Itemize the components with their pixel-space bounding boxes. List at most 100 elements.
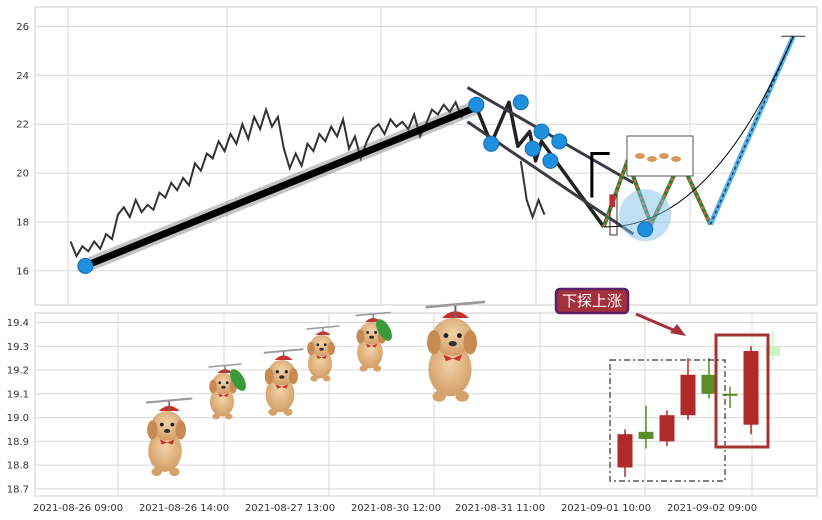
puppy-eye [316,343,320,347]
candle-body [701,374,717,394]
puppy-nose [163,428,171,434]
marker-dot [468,96,485,113]
kline-y-tick-label: 19.4 [7,318,29,329]
puppy-nose [448,340,457,347]
candle-body [743,351,759,425]
step-line [590,152,610,198]
puppy-eye [366,330,370,334]
puppy-ear [289,368,298,385]
kline-y-tick-label: 19.3 [7,342,29,353]
price-y-tick-label: 18 [16,217,29,228]
puppy-illustration [355,311,391,372]
puppy-nose [319,347,324,351]
puppy-illustration [263,348,304,416]
price-y-tick-label: 26 [16,22,29,33]
puppy-bowtie [218,393,229,397]
puppy-paw [359,365,368,372]
kline-panel: 18.7 18.8 18.9 19.0 19.1 19.2 19.3 19.4 2021-08-… [7,287,818,514]
annotation-callout: 下探上涨 [554,287,686,336]
candle-body [617,434,633,468]
helicopter-rotor [355,311,391,317]
marker-dot [533,123,550,140]
dashdot-box [609,359,726,482]
x-tick-label: 2021-08-31 11:00 [455,503,545,514]
puppy-ear [264,368,274,385]
puppy-ear [307,341,315,356]
puppy-bowtie [275,384,289,389]
kline-y-tick-label: 19.2 [7,366,29,377]
thumbnail-dot [647,156,657,162]
puppy-nose [369,335,374,339]
puppy-eye [225,381,229,385]
kline-y-tick-label: 18.9 [7,437,29,448]
puppy-ear [463,330,477,355]
puppy-paw [323,375,331,382]
puppy-eye [443,333,449,338]
helicopter-rotor [208,363,242,368]
puppy-eye [218,381,222,385]
marker-dot [77,257,94,274]
channel-line [466,86,635,185]
price-line [69,100,469,259]
puppy-nose [221,385,226,389]
kline-y-tick-label: 18.7 [7,484,29,495]
price-panel: 16 18 20 22 24 26 [16,6,818,306]
annotation-arrow-shaft [635,312,679,334]
kline-y-tick-label: 18.8 [7,461,29,472]
puppy-bowtie [159,439,175,445]
puppy-bowtie [443,354,463,362]
puppy-eye [284,370,288,374]
x-tick-label: 2021-08-30 12:00 [351,503,441,514]
price-panel-frame [34,6,818,306]
thumbnail-dot [671,156,681,162]
puppy-paw [455,390,469,402]
helicopter-rotor [263,348,304,354]
puppy-paw [310,375,318,382]
puppy-illustration [306,325,340,382]
puppy-ear [209,379,217,394]
puppy-head [151,411,183,441]
candle-body [638,431,654,439]
puppy-head [432,318,473,356]
projection-line [709,36,794,225]
highlight-blob [619,189,672,242]
annotation-arrow-head [670,324,686,336]
price-line [519,160,546,221]
marker-dot [637,221,654,238]
x-tick-label: 2021-08-26 09:00 [33,503,123,514]
price-y-tick-label: 16 [16,266,29,277]
candle-body [680,374,696,416]
candle-body [765,346,781,356]
marker-dot [524,140,541,157]
annotation-text: 下探上涨 [562,292,622,310]
puppy-illustration [425,300,486,402]
kline-panel-frame [34,312,818,497]
x-tick-label: 2021-08-27 13:00 [245,503,335,514]
thumbnail-dot [635,153,645,159]
puppy-ear [356,329,365,344]
puppy-paw [432,390,446,402]
annotation-box [554,287,630,315]
puppy-paw [212,413,220,420]
puppy-paw [373,365,382,372]
puppy-head [212,373,235,394]
kline-y-tick-label: 19.0 [7,413,29,424]
puppy-eye [170,422,175,427]
puppy-ear [427,330,441,355]
puppy-eye [374,330,378,334]
puppy-eye [159,422,164,427]
marker-dot [551,133,568,150]
decoration-layer [146,300,486,477]
puppy-ear [327,341,335,356]
puppy-paw [151,467,162,477]
helicopter-rotor [306,325,340,330]
puppy-paw [283,408,293,416]
x-tick-label: 2021-08-26 14:00 [139,503,229,514]
puppy-illustration [208,363,242,420]
trend-line [81,103,480,270]
green-propeller [230,369,246,391]
marker-dot [483,135,500,152]
puppy-nose [279,375,285,379]
